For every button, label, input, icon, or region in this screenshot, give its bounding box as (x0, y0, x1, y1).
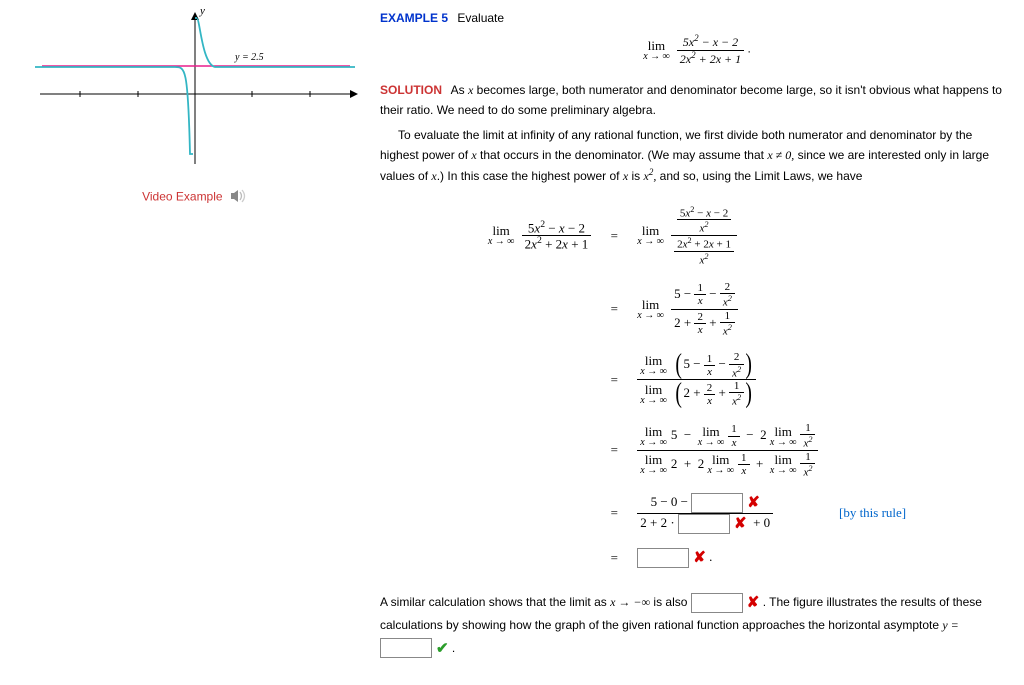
wrong-icon: ✘ (747, 495, 760, 511)
problem-num: 5x2 − x − 2 (677, 34, 744, 50)
solution-p2: To evaluate the limit at infinity of any… (380, 125, 1014, 187)
step-row-1: limx → ∞ 5x2 − x − 2 2x2 + 2x + 1 = limx… (482, 199, 912, 273)
p2d: .) In this case the highest power of (437, 169, 623, 183)
p2b: that occurs in the denominator. (We may … (477, 148, 768, 162)
rule-link[interactable]: [by this rule] (839, 505, 906, 520)
step-row-6: = ✘ . (482, 542, 912, 574)
correct-icon: ✔ (436, 640, 449, 657)
p2f: and so, using the Limit Laws, we have (656, 169, 862, 183)
footer-paragraph: A similar calculation shows that the lim… (380, 590, 1014, 661)
lim-word: lim (643, 39, 670, 52)
example-header: EXAMPLE 5 Evaluate (380, 8, 1014, 28)
xneq0: x ≠ 0, (767, 148, 794, 162)
wrong-icon: ✘ (747, 594, 760, 611)
wrong-icon: ✘ (734, 516, 747, 532)
asymptote-label: y = 2.5 (234, 52, 264, 63)
function-graph: y x y = 2.5 (30, 4, 360, 174)
p1b: becomes large, both numerator and denomi… (380, 83, 1002, 117)
wrong-icon: ✘ (693, 550, 706, 566)
step-row-3: = limx → ∞ (5 − 1x − 2x2) limx → ∞ (2 + … (482, 345, 912, 414)
xsq: x2, (643, 169, 656, 183)
problem-expression: lim x → ∞ 5x2 − x − 2 2x2 + 2x + 1 . (380, 34, 1014, 65)
step-row-5: = 5 − 0 − ✘ 2 + 2 · ✘ + 0 [by this rule] (482, 487, 912, 540)
video-example-label: Video Example (142, 190, 223, 204)
speaker-icon (230, 189, 248, 206)
solution-label: SOLUTION (380, 83, 442, 97)
lim-under: x → ∞ (643, 52, 670, 62)
answer-input-1[interactable] (691, 493, 743, 513)
right-column: EXAMPLE 5 Evaluate lim x → ∞ 5x2 − x − 2… (380, 0, 1014, 665)
evaluate-text: Evaluate (457, 11, 504, 25)
answer-input-2[interactable] (678, 514, 730, 534)
p1a: As (451, 83, 468, 97)
p2e: is (628, 169, 643, 183)
solution-p1: SOLUTION As x becomes large, both numera… (380, 80, 1014, 121)
problem-den: 2x2 + 2x + 1 (677, 51, 744, 66)
example-label: EXAMPLE 5 (380, 11, 448, 25)
x-axis-arrow (350, 90, 358, 98)
step-row-2: = limx → ∞ 5 − 1x − 2x2 2 + 2x + 1x2 (482, 275, 912, 344)
video-example-row[interactable]: Video Example (10, 189, 380, 206)
answer-input-5[interactable] (380, 638, 432, 658)
fp1a: A similar calculation shows that the lim… (380, 595, 610, 609)
step-row-4: = limx → ∞5 − limx → ∞1x − 2 limx → ∞1x2… (482, 416, 912, 485)
fp1lim: x → −∞ (610, 595, 650, 609)
graph-container: y x y = 2.5 (30, 4, 360, 177)
answer-input-4[interactable] (691, 593, 743, 613)
derivation-steps: limx → ∞ 5x2 − x − 2 2x2 + 2x + 1 = limx… (480, 197, 914, 576)
left-column: y x y = 2.5 (10, 0, 380, 206)
fp1hy: y = (942, 618, 958, 632)
fp1b: is also (650, 595, 687, 609)
answer-input-3[interactable] (637, 548, 689, 568)
y-axis-label: y (199, 5, 205, 17)
